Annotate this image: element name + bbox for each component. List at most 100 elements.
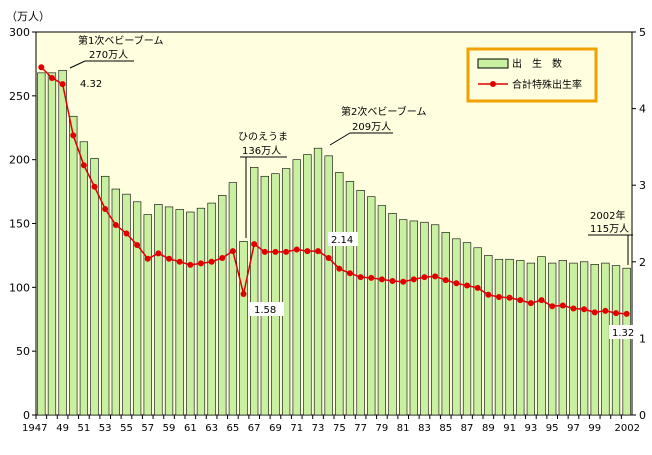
bar-1957 [143,214,152,416]
bar-1971 [292,159,301,416]
bar-1952 [90,158,99,416]
x-tick-63: 63 [205,423,218,434]
x-tick-81: 81 [397,423,410,434]
x-tick-73: 73 [312,423,325,434]
bar-1961 [186,211,195,416]
bar-1947 [37,72,46,416]
x-tick-53: 53 [99,423,112,434]
boom1-title: 第1次ベビーブーム [78,34,163,47]
tfr-point-2000 [602,307,609,314]
tfr-point-1976 [346,270,353,277]
x-tick-95: 95 [546,423,559,434]
x-tick-79: 79 [376,423,389,434]
tfr-point-1963 [208,258,215,265]
latest-title: 2002年 [590,209,625,222]
tfr-point-1979 [378,276,385,283]
latest-value: 115万人 [590,223,629,235]
x-tick-67: 67 [248,423,261,434]
latest-rate-box [609,325,637,339]
tfr-point-1971 [293,246,300,253]
x-tick-55: 55 [120,423,133,434]
bar-1991 [505,258,514,416]
x-tick-87: 87 [461,423,474,434]
bar-1949 [58,70,67,416]
x-tick-69: 69 [269,423,282,434]
x-tick-2002: 2002 [615,423,640,434]
tfr-point-1947 [38,64,45,71]
tfr-point-1980 [389,277,396,284]
tfr-point-1997 [570,305,577,312]
bar-series [37,70,631,416]
annotation-boom1: 第1次ベビーブーム 270万人 4.32 [69,34,163,90]
tfr-point-1954 [112,222,119,229]
bar-1987 [462,242,472,416]
bar-1978 [367,196,376,416]
boom2-value: 209万人 [352,121,391,133]
x-tick-71: 71 [290,423,303,434]
tfr-point-1985 [442,277,449,284]
latest-rate: 1.32 [612,328,634,339]
legend-line-label: 合計特殊出生率 [512,78,582,91]
bar-1951 [79,141,89,416]
bar-1973 [313,147,323,416]
tfr-point-1988 [474,284,481,291]
left-tick-300: 300 [9,26,30,39]
tfr-point-1983 [421,274,428,281]
tfr-point-1992 [517,297,524,304]
bar-1956 [132,201,142,416]
bar-1994 [537,256,546,416]
tfr-point-1969 [272,248,279,255]
hinoeuma-title: ひのえうま [238,131,288,143]
x-tick-91: 91 [503,423,516,434]
tfr-point-1993 [527,300,534,307]
bar-1989 [484,255,493,416]
bar-1992 [516,260,525,416]
right-tick-5: 5 [639,26,646,39]
legend-box [466,47,598,103]
x-tick-1947: 1947 [22,423,47,434]
tfr-point-1952 [91,183,98,190]
tfr-point-1978 [368,274,375,281]
bar-1996 [558,260,567,416]
bar-1964 [218,195,227,416]
bar-2002 [622,267,631,416]
tfr-point-1975 [336,265,343,272]
bar-1995 [548,262,557,416]
bar-1953 [101,175,110,416]
bar-1950 [69,115,78,416]
bar-1993 [526,262,536,416]
hinoeuma-value: 136万人 [242,145,281,157]
bar-1974 [324,155,333,416]
left-tick-100: 100 [9,281,30,294]
x-tick-97: 97 [567,423,580,434]
tfr-point-1974 [325,254,332,261]
bar-1969 [271,173,280,416]
x-tick-49: 49 [56,423,69,434]
bar-1997 [569,262,578,416]
bar-1998 [579,261,589,416]
bar-1976 [345,181,355,416]
boom1-arrow [69,60,86,69]
bar-1955 [122,193,131,416]
tfr-point-1967 [251,241,258,248]
bar-1988 [473,247,482,416]
x-tick-75: 75 [333,423,346,434]
tfr-point-1994 [538,297,545,304]
tfr-point-1996 [559,302,566,309]
x-tick-77: 77 [354,423,367,434]
tfr-point-1948 [48,74,55,81]
tfr-point-1977 [357,274,364,281]
tfr-point-2001 [613,310,620,317]
boom2-arrow [329,132,351,146]
bar-1948 [47,72,57,416]
tfr-point-1984 [432,273,439,280]
tfr-point-1953 [102,205,109,212]
tfr-point-1982 [410,276,417,283]
right-axis: 0 1 2 3 4 5 [632,26,646,422]
boom2-rate-box [328,232,358,246]
bar-1958 [154,204,163,416]
annotation-latest: 2002年 115万人 1.32 [588,209,637,339]
left-tick-150: 150 [9,218,30,231]
tfr-point-1964 [219,254,226,261]
